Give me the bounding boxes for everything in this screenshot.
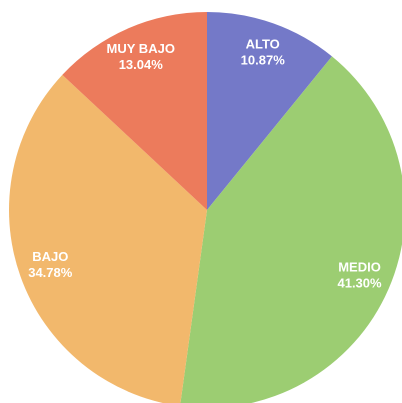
slice-label: ALTO xyxy=(246,37,280,52)
slice-label: MUY BAJO xyxy=(107,41,175,56)
slice-label: BAJO xyxy=(32,249,68,264)
pie-slice xyxy=(62,11,207,210)
slice-value-label: 34.78% xyxy=(28,265,73,280)
slice-value-label: 10.87% xyxy=(241,53,286,68)
slice-value-label: 13.04% xyxy=(119,57,164,72)
slice-label: MEDIO xyxy=(338,260,381,275)
pie-slice xyxy=(180,56,402,403)
pie-slice xyxy=(207,12,332,210)
pie-slice xyxy=(9,74,207,403)
slice-value-label: 41.30% xyxy=(337,276,382,291)
